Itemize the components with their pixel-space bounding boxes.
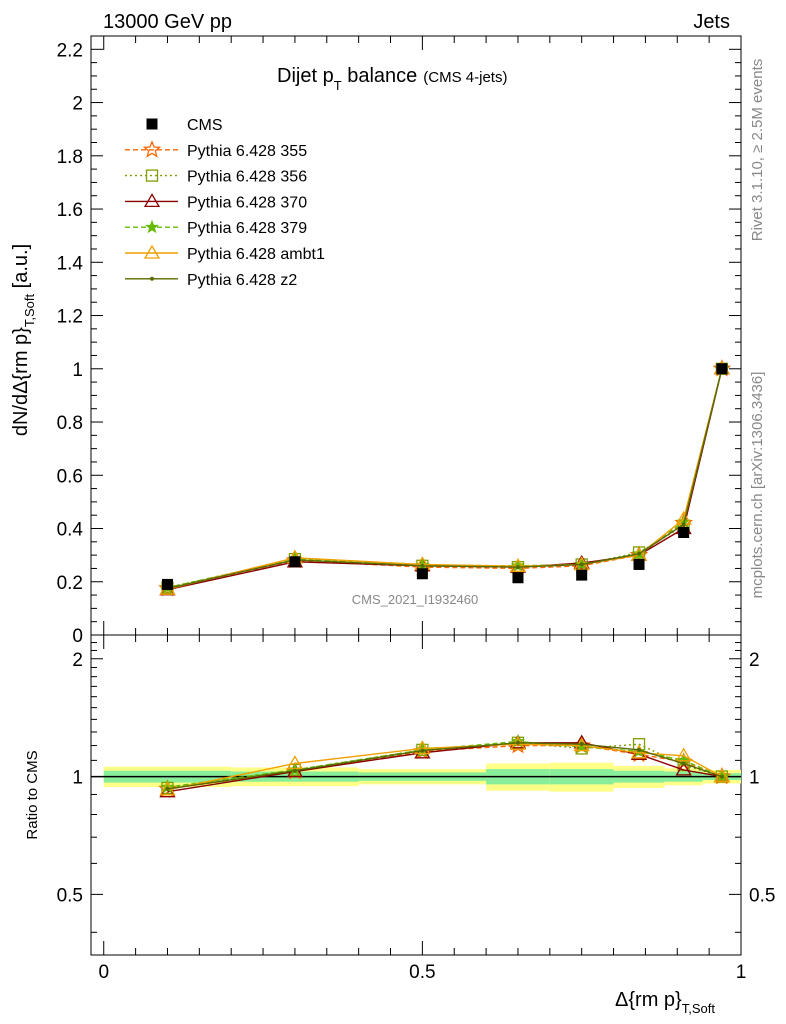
- y-main-tick-label: 0.8: [57, 413, 83, 434]
- cms-data-point: [512, 572, 524, 584]
- y-main-label-unit: [a.u.]: [10, 244, 32, 294]
- y-ratio-tick-label: 1: [72, 768, 83, 789]
- y-main-tick-label: 1.8: [57, 147, 83, 168]
- x-label-text: Δ{rm p}: [615, 989, 682, 1011]
- main-series-point-4: [509, 558, 527, 572]
- y-main-tick-label: 1.2: [57, 307, 83, 328]
- energy-label: 13000 GeV pp: [103, 11, 232, 33]
- ratio-series-line-4: [167, 743, 723, 791]
- y-main-tick-label: 1.4: [57, 253, 84, 274]
- y-main-tick-label: 1.6: [57, 200, 83, 221]
- y-ratio-tick-label: 0.5: [57, 885, 83, 906]
- cms-data-point: [576, 569, 588, 581]
- legend-label-5: Pythia 6.428 z2: [187, 272, 297, 289]
- y-main-tick-label: 0.4: [57, 520, 84, 541]
- legend-label-3: Pythia 6.428 379: [187, 220, 307, 237]
- cms-data-point: [716, 363, 728, 375]
- ratio-series-point-5: [719, 774, 724, 779]
- legend-marker-5: [150, 276, 154, 281]
- y-ratio-label: Ratio to CMS: [24, 750, 41, 839]
- legend-label-cms: CMS: [187, 117, 223, 134]
- main-axis-ticks: 0 0.2 0.4 0.6 0.8 1 1.2 1.4 1.6 1.8 2 2.2: [57, 40, 741, 647]
- main-series-point-5: [681, 522, 686, 527]
- y-main-label-text: dN/dΔ{rm p}: [10, 327, 32, 436]
- y-main-tick-label: 2.2: [57, 40, 83, 61]
- legend-marker-3: [144, 219, 160, 234]
- main-series-point-5: [515, 565, 520, 570]
- ratio-panel-frame: [90, 634, 742, 956]
- ratio-series-point-4: [675, 747, 692, 762]
- y-main-tick-label: 0.2: [57, 573, 83, 594]
- plot-title-small: (CMS 4-jets): [423, 69, 507, 86]
- x-label-sub: T,Soft: [682, 1001, 716, 1016]
- plot-title: Dijet pT balance (CMS 4-jets): [277, 65, 507, 93]
- legend-label-4: Pythia 6.428 ambt1: [187, 246, 325, 263]
- ratio-series-point-5: [637, 747, 642, 752]
- mcplots-note: mcplots.cern.ch [arXiv:1306.3436]: [749, 372, 766, 599]
- analysis-id: CMS_2021_I1932460: [352, 592, 479, 607]
- plot-title-main: Dijet p: [277, 65, 334, 87]
- x-axis-ticks: 0 0.5 1: [98, 36, 746, 983]
- ratio-series-line-5: [167, 742, 723, 790]
- main-series-line-5: [167, 368, 723, 590]
- y-main-tick-label: 0: [72, 626, 83, 647]
- legend-label-1: Pythia 6.428 356: [187, 169, 307, 186]
- rivet-note: Rivet 3.1.10, ≥ 2.5M events: [749, 59, 766, 242]
- y-ratio-tick-label: 2: [72, 650, 83, 671]
- ratio-uncertainty-bands: [91, 762, 741, 792]
- category-label: Jets: [693, 11, 730, 33]
- ratio-series-point-4: [630, 744, 648, 759]
- ratio-series-point-4: [286, 755, 304, 770]
- ratio-series-point-2: [675, 761, 692, 776]
- ratio-series-point-5: [681, 761, 686, 766]
- plot-title-rest: balance: [342, 65, 418, 87]
- main-series-point-5: [579, 562, 584, 567]
- main-series-point-5: [637, 551, 642, 556]
- cms-data-point: [633, 558, 645, 570]
- main-series-group: [158, 359, 732, 597]
- cms-data-point: [416, 568, 428, 580]
- x-tick-label: 1: [736, 962, 747, 983]
- legend-marker-0: [142, 140, 162, 158]
- ratio-series-point-5: [515, 740, 520, 745]
- cms-data-point: [289, 556, 301, 568]
- legend-label-0: Pythia 6.428 355: [187, 143, 307, 160]
- ratio-series-group: [158, 733, 732, 798]
- legend-marker-4: [143, 244, 161, 259]
- y-main-label-sub: T,Soft: [22, 294, 37, 328]
- cms-data-point: [678, 527, 690, 539]
- y-main-tick-label: 1: [72, 360, 83, 381]
- y-main-tick-label: 2: [72, 94, 83, 115]
- x-label: Δ{rm p}T,Soft: [615, 989, 715, 1016]
- ratio-series-point-4: [414, 740, 431, 755]
- x-tick-label: 0.5: [409, 962, 435, 983]
- y-main-label: dN/dΔ{rm p}T,Soft [a.u.]: [10, 244, 37, 436]
- legend-marker-cms: [146, 118, 158, 130]
- y-ratio-tick-label-right: 1: [749, 768, 760, 789]
- legend-marker-1: [145, 169, 159, 182]
- ratio-axis-ticks: 0.5 0.5 1 1 2 2: [57, 642, 775, 933]
- legend-label-2: Pythia 6.428 370: [187, 194, 307, 211]
- y-ratio-tick-label-right: 0.5: [749, 885, 775, 906]
- legend-marker-2: [143, 193, 161, 208]
- ratio-series-point-5: [579, 742, 584, 747]
- ratio-series-point-5: [420, 748, 425, 753]
- ratio-series-point-5: [165, 786, 170, 791]
- main-series-line-0: [167, 368, 723, 590]
- y-ratio-tick-label-right: 2: [749, 650, 760, 671]
- ratio-series-point-5: [292, 768, 297, 773]
- legend: CMS Pythia 6.428 355 Pythia 6.428 356 Pythi…: [125, 117, 325, 289]
- cms-data-point: [161, 578, 173, 590]
- plot-title-sub: T: [334, 78, 342, 93]
- x-tick-label: 0: [98, 962, 109, 983]
- y-main-tick-label: 0.6: [57, 466, 83, 487]
- main-series-point-5: [420, 563, 425, 568]
